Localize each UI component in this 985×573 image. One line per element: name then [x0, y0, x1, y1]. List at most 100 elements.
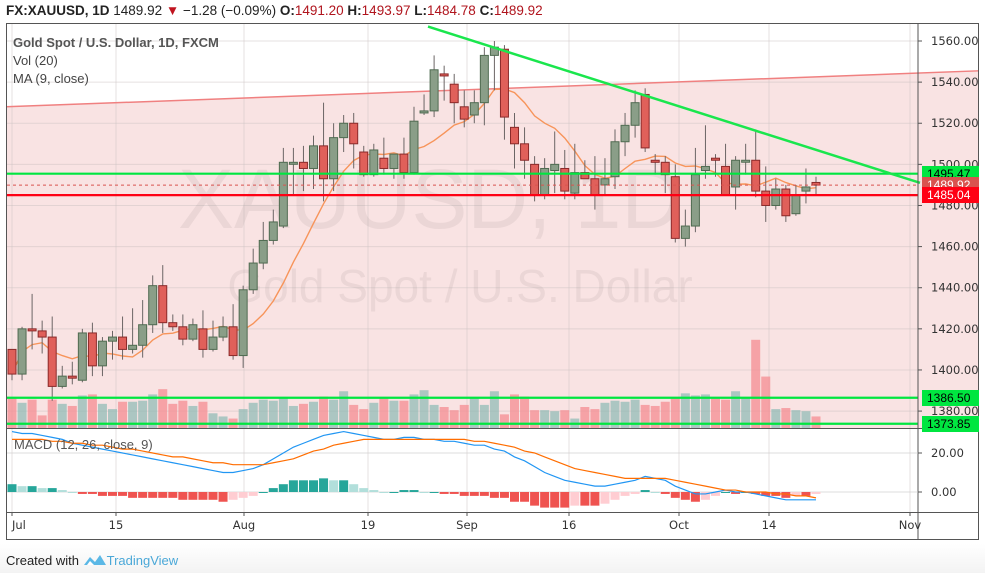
- price-chart[interactable]: XAUUSD, 1D Gold Spot / U.S. Dollar 1380.00…: [0, 0, 985, 545]
- volume-bar: [510, 394, 519, 428]
- volume-bar: [128, 401, 138, 428]
- candle-down: [781, 188, 791, 217]
- candle-down: [37, 330, 47, 338]
- legend-volume[interactable]: Vol (20): [13, 53, 58, 68]
- candle-up: [469, 102, 479, 116]
- volume-bar: [630, 399, 640, 428]
- volume-bar: [580, 407, 590, 428]
- macd-histogram-bar: [208, 492, 218, 500]
- macd-histogram-bar: [349, 484, 359, 492]
- candle-up: [419, 110, 429, 114]
- candle-up: [680, 225, 690, 239]
- macd-histogram-bar: [108, 492, 117, 496]
- macd-histogram-bar: [298, 480, 308, 492]
- candle-up: [57, 375, 67, 387]
- macd-histogram-bar: [489, 492, 499, 498]
- macd-histogram-bar: [731, 492, 741, 494]
- macd-histogram-bar: [550, 492, 560, 508]
- macd-histogram-bar: [17, 486, 27, 492]
- macd-histogram-bar: [530, 492, 540, 506]
- macd-histogram-bar: [339, 480, 349, 492]
- macd-histogram-bar: [791, 492, 801, 496]
- candle-down: [379, 157, 389, 169]
- macd-histogram-bar: [248, 492, 258, 496]
- macd-histogram-bar: [751, 492, 761, 494]
- volume-bar: [168, 403, 178, 428]
- macd-histogram-bar: [278, 484, 288, 492]
- macd-histogram-bar: [429, 492, 439, 493]
- candle-up: [258, 239, 268, 264]
- volume-bar: [349, 404, 359, 428]
- macd-histogram-bar: [198, 492, 208, 500]
- macd-histogram-bar: [97, 492, 107, 496]
- volume-bar: [650, 405, 660, 428]
- volume-bar: [711, 398, 720, 428]
- price-axis-label: 1520.00: [931, 116, 979, 130]
- volume-bar: [429, 404, 439, 428]
- macd-histogram-bar: [27, 486, 37, 492]
- candle-down: [499, 48, 509, 118]
- volume-bar: [791, 410, 801, 428]
- time-axis-label: Sep: [456, 518, 478, 532]
- macd-histogram-bar: [148, 492, 158, 498]
- macd-line: [11, 430, 816, 501]
- volume-bar: [27, 399, 37, 428]
- legend-ma[interactable]: MA (9, close): [13, 71, 89, 86]
- volume-bar: [530, 410, 540, 428]
- macd-histogram-bar: [419, 492, 429, 493]
- low-value: 1484.78: [427, 3, 476, 18]
- price-axis-label: 1400.00: [931, 363, 979, 377]
- time-axis-label: 16: [562, 518, 577, 532]
- volume-bar: [208, 413, 218, 428]
- volume-bar: [741, 397, 751, 428]
- legend-macd[interactable]: MACD (12, 26, close, 9): [14, 437, 153, 452]
- candle-down: [118, 336, 128, 350]
- macd-histogram-bar: [630, 492, 640, 494]
- candle-down: [761, 190, 771, 206]
- watermark-symbol: XAUUSD, 1D: [178, 152, 682, 246]
- price-tag: 1386.50: [922, 389, 979, 406]
- candle-up: [389, 153, 399, 169]
- candle-down: [67, 375, 77, 379]
- candle-down: [459, 106, 469, 120]
- macd-histogram-bar: [479, 492, 489, 496]
- volume-bar: [248, 402, 258, 428]
- candle-down: [319, 145, 329, 180]
- macd-histogram-bar: [801, 492, 811, 496]
- macd-histogram-bar: [811, 492, 821, 494]
- candle-up: [108, 336, 117, 342]
- macd-histogram-bar: [118, 492, 128, 496]
- macd-histogram-bar: [660, 492, 670, 494]
- macd-histogram-bar: [510, 492, 519, 502]
- candle-up: [188, 324, 198, 340]
- volume-bar: [479, 404, 489, 428]
- footer: Created with TradingView: [0, 544, 985, 573]
- macd-histogram-bar: [188, 492, 198, 500]
- candle-down: [7, 348, 17, 375]
- volume-bar: [731, 391, 741, 428]
- volume-bar: [449, 410, 459, 428]
- candle-up: [700, 165, 710, 172]
- volume-bar: [540, 410, 550, 428]
- candle-up: [741, 159, 751, 163]
- chart-legend: Gold Spot / U.S. Dollar, 1D, FXCM Vol (2…: [13, 34, 219, 88]
- candle-up: [479, 54, 489, 104]
- macd-histogram-bar: [620, 492, 630, 496]
- price-axis-label: 1460.00: [931, 240, 979, 254]
- candle-up: [208, 336, 218, 350]
- macd-histogram-bar: [288, 480, 298, 492]
- last-price: 1489.92: [113, 3, 163, 18]
- candle-up: [339, 122, 349, 139]
- volume-bar: [47, 399, 57, 428]
- candle-up: [238, 289, 248, 357]
- candle-up: [17, 328, 27, 375]
- macd-histogram-bar: [57, 490, 67, 492]
- candle-up: [610, 141, 620, 178]
- volume-bar: [178, 400, 188, 428]
- candle-up: [309, 145, 318, 169]
- candle-down: [87, 332, 97, 367]
- macd-histogram-bar: [228, 492, 238, 500]
- volume-bar: [520, 396, 530, 428]
- volume-bar: [339, 391, 349, 428]
- tradingview-link[interactable]: TradingView: [106, 553, 179, 568]
